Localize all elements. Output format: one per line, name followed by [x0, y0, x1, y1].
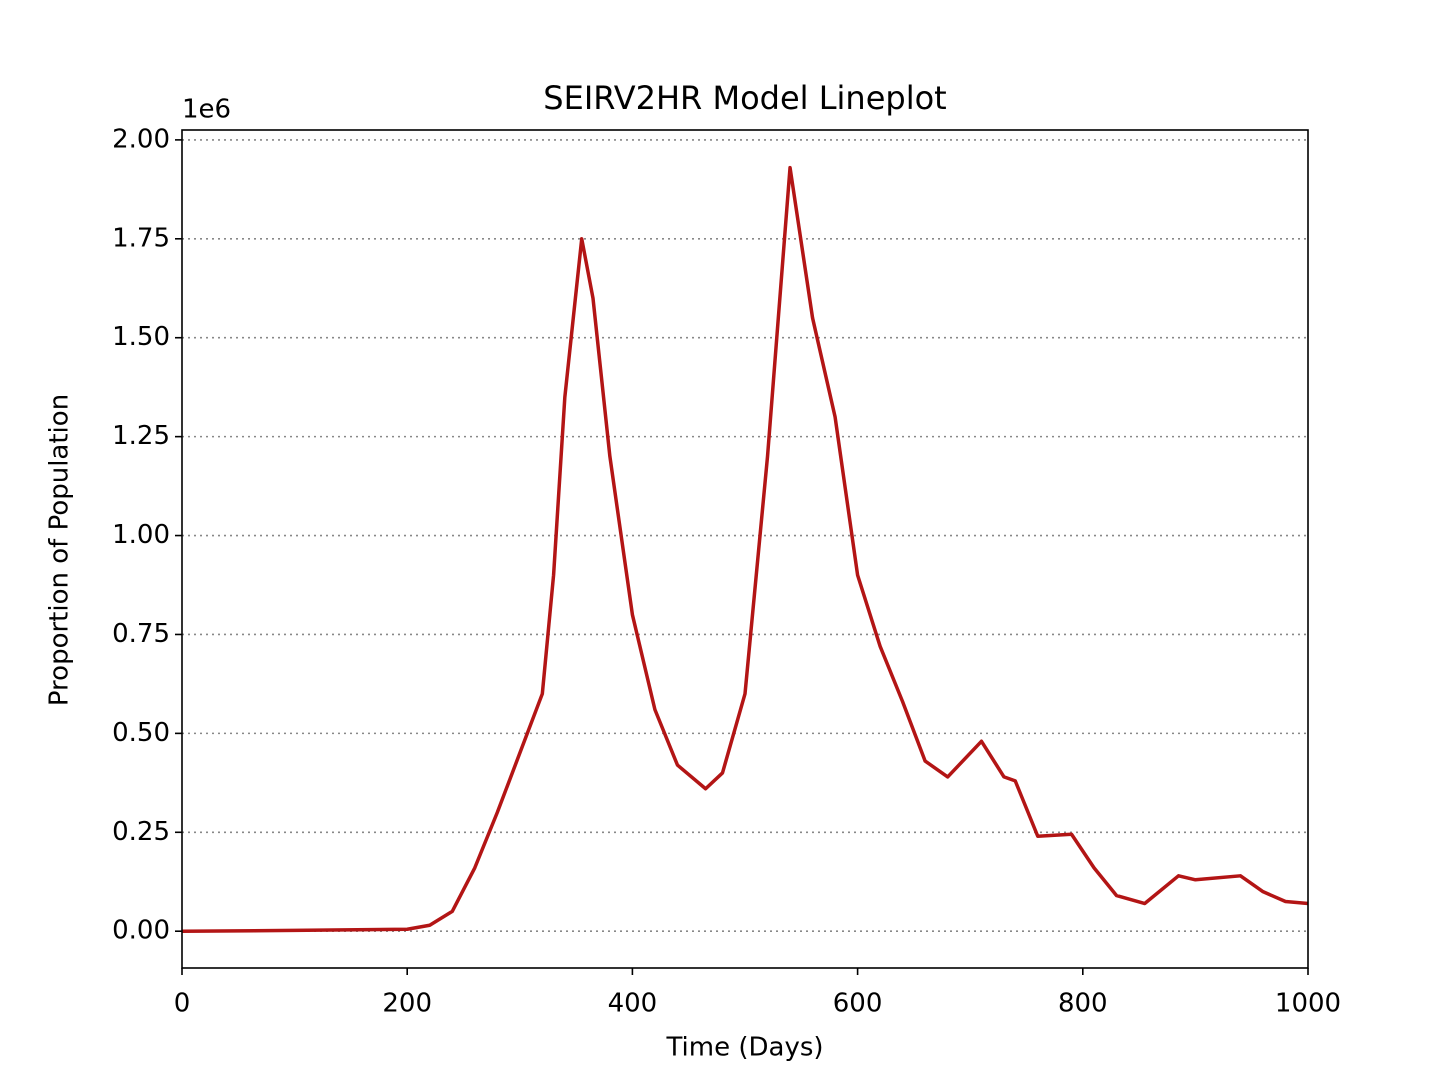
data-line: [181, 165, 1309, 933]
y-tick-label: 1.50: [112, 322, 170, 352]
y-tick-label: 1.75: [112, 223, 170, 253]
x-tick-label: 1000: [1275, 989, 1341, 1019]
x-tick-label: 400: [608, 989, 658, 1019]
y-tick-label: 0.50: [112, 718, 170, 748]
x-tick-label: 600: [833, 989, 883, 1019]
chart-title: SEIRV2HR Model Lineplot: [543, 79, 946, 117]
y-offset-label: 1e6: [182, 95, 231, 125]
x-tick-label: 200: [382, 989, 432, 1019]
y-tick-label: 2.00: [112, 124, 170, 154]
x-axis-label: Time (Days): [665, 1033, 823, 1063]
plot-frame: [181, 129, 1309, 969]
x-tick-label: 800: [1058, 989, 1108, 1019]
x-tick-label: 0: [174, 989, 191, 1019]
y-tick-label: 0.00: [112, 916, 170, 946]
y-tick-label: 1.25: [112, 421, 170, 451]
y-tick-label: 1.00: [112, 520, 170, 550]
y-tick-label: 0.25: [112, 817, 170, 847]
y-tick-label: 0.75: [112, 619, 170, 649]
y-axis-label: Proportion of Population: [45, 394, 75, 706]
